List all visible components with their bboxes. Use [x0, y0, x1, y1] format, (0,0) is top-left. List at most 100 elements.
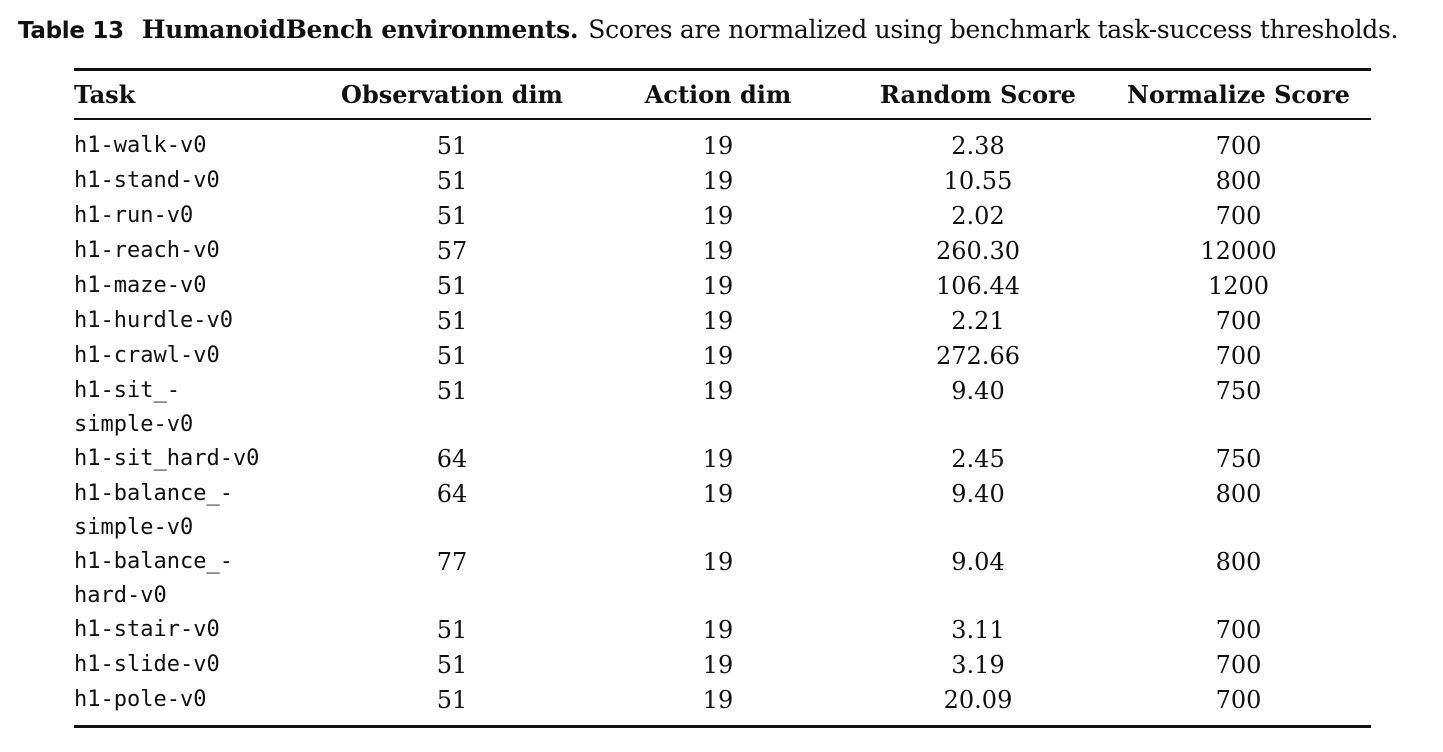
table-row: h1-walk-v0 51 19 2.38 700	[74, 119, 1371, 164]
random-score-cell: 3.19	[951, 651, 1005, 679]
random-score-cell: 2.02	[951, 202, 1005, 230]
table-row: h1-crawl-v0 51 19 272.66 700	[74, 339, 1371, 374]
table-row: h1-reach-v0 57 19 260.30 12000	[74, 234, 1371, 269]
task-cell: h1-reach-v0	[74, 234, 318, 269]
observation-dim-cell: 64	[436, 480, 468, 508]
task-cell: h1-pole-v0	[74, 683, 318, 728]
observation-dim-cell: 51	[436, 307, 468, 335]
observation-dim-cell: 51	[436, 651, 468, 679]
random-score-cell: 260.30	[936, 237, 1020, 265]
random-score-cell: 10.55	[943, 167, 1013, 195]
action-dim-cell: 19	[702, 307, 734, 335]
action-dim-cell: 19	[702, 377, 734, 405]
observation-dim-cell: 51	[436, 202, 468, 230]
table-header-row: Task Observation dim Action dim Random S…	[74, 68, 1371, 120]
header-normalize-score: Normalize Score	[1106, 68, 1371, 120]
action-dim-cell: 19	[702, 237, 734, 265]
table-caption-text: Scores are normalized using benchmark ta…	[588, 15, 1399, 44]
task-name-line: h1-balance_-	[74, 481, 233, 506]
normalize-score-cell: 800	[1215, 548, 1262, 576]
observation-dim-cell: 51	[318, 683, 586, 728]
table-label: Table 13	[18, 18, 124, 44]
task-cell: h1-balance_- simple-v0	[74, 477, 318, 545]
task-name-line: h1-stand-v0	[74, 168, 220, 193]
random-score-cell: 9.40	[951, 480, 1005, 508]
task-cell: h1-slide-v0	[74, 648, 318, 683]
table-caption: Table 13 HumanoidBench environments. Score…	[18, 12, 1438, 49]
action-dim-cell: 19	[702, 548, 734, 576]
header-observation-dim: Observation dim	[318, 68, 586, 120]
environments-table: Task Observation dim Action dim Random S…	[74, 68, 1371, 728]
task-name-line: h1-sit_hard-v0	[74, 446, 260, 471]
observation-dim-cell: 51	[436, 616, 468, 644]
header-action-dim: Action dim	[586, 68, 850, 120]
observation-dim-cell: 77	[436, 548, 468, 576]
normalize-score-cell: 750	[1215, 445, 1262, 473]
table-body: h1-walk-v0 51 19 2.38 700 h1-stand-v0 51 19 10.5…	[74, 119, 1371, 728]
normalize-score-cell: 700	[1215, 202, 1262, 230]
table-row: h1-run-v0 51 19 2.02 700	[74, 199, 1371, 234]
task-cell: h1-run-v0	[74, 199, 318, 234]
task-name-line: h1-sit_-	[74, 378, 180, 403]
action-dim-cell: 19	[702, 480, 734, 508]
header-random-score: Random Score	[850, 68, 1106, 120]
random-score-cell: 2.38	[951, 132, 1005, 160]
task-name-line: h1-reach-v0	[74, 238, 220, 263]
task-cell: h1-crawl-v0	[74, 339, 318, 374]
task-cell: h1-balance_- hard-v0	[74, 545, 318, 613]
normalize-score-cell: 700	[1215, 651, 1262, 679]
task-cell: h1-walk-v0	[74, 119, 318, 164]
task-name-line: h1-walk-v0	[74, 133, 207, 158]
random-score-cell: 3.11	[951, 616, 1005, 644]
action-dim-cell: 19	[702, 202, 734, 230]
table-row: h1-maze-v0 51 19 106.44 1200	[74, 269, 1371, 304]
task-cell: h1-hurdle-v0	[74, 304, 318, 339]
action-dim-cell: 19	[702, 445, 734, 473]
table-row: h1-slide-v0 51 19 3.19 700	[74, 648, 1371, 683]
random-score-cell: 2.21	[951, 307, 1005, 335]
task-cell: h1-maze-v0	[74, 269, 318, 304]
task-name-line: h1-maze-v0	[74, 273, 207, 298]
observation-dim-cell: 51	[436, 272, 468, 300]
task-name-line: h1-crawl-v0	[74, 343, 220, 368]
normalize-score-cell: 800	[1215, 167, 1262, 195]
observation-dim-cell: 51	[436, 167, 468, 195]
normalize-score-cell: 1200	[1207, 272, 1270, 300]
action-dim-cell: 19	[702, 342, 734, 370]
random-score-cell: 2.45	[951, 445, 1005, 473]
task-name-line: simple-v0	[74, 412, 194, 437]
random-score-cell: 106.44	[936, 272, 1020, 300]
task-cell: h1-stand-v0	[74, 164, 318, 199]
observation-dim-cell: 51	[436, 377, 468, 405]
table-row: h1-sit_hard-v0 64 19 2.45 750	[74, 442, 1371, 477]
action-dim-cell: 19	[586, 683, 850, 728]
action-dim-cell: 19	[702, 167, 734, 195]
normalize-score-cell: 700	[1215, 307, 1262, 335]
action-dim-cell: 19	[702, 616, 734, 644]
action-dim-cell: 19	[702, 132, 734, 160]
task-name-line: hard-v0	[74, 583, 167, 608]
task-name-line: h1-stair-v0	[74, 617, 220, 642]
random-score-cell: 9.40	[951, 377, 1005, 405]
table-row: h1-sit_- simple-v0 51 19 9.40 750	[74, 374, 1371, 442]
task-name-line: h1-hurdle-v0	[74, 308, 233, 333]
table-row: h1-balance_- hard-v0 77 19 9.04 800	[74, 545, 1371, 613]
normalize-score-cell: 700	[1106, 683, 1371, 728]
observation-dim-cell: 51	[436, 342, 468, 370]
normalize-score-cell: 700	[1215, 132, 1262, 160]
normalize-score-cell: 12000	[1200, 237, 1277, 265]
table-row: h1-stand-v0 51 19 10.55 800	[74, 164, 1371, 199]
header-task: Task	[74, 68, 318, 120]
table-row: h1-balance_- simple-v0 64 19 9.40 800	[74, 477, 1371, 545]
random-score-cell: 9.04	[951, 548, 1005, 576]
table-title: HumanoidBench environments.	[141, 15, 579, 44]
task-name-line: h1-run-v0	[74, 203, 194, 228]
table-row: h1-stair-v0 51 19 3.11 700	[74, 613, 1371, 648]
task-cell: h1-stair-v0	[74, 613, 318, 648]
task-cell: h1-sit_hard-v0	[74, 442, 318, 477]
random-score-cell: 272.66	[936, 342, 1020, 370]
task-name-line: h1-slide-v0	[74, 652, 220, 677]
normalize-score-cell: 750	[1215, 377, 1262, 405]
observation-dim-cell: 51	[436, 132, 468, 160]
task-name-line: h1-balance_-	[74, 549, 233, 574]
